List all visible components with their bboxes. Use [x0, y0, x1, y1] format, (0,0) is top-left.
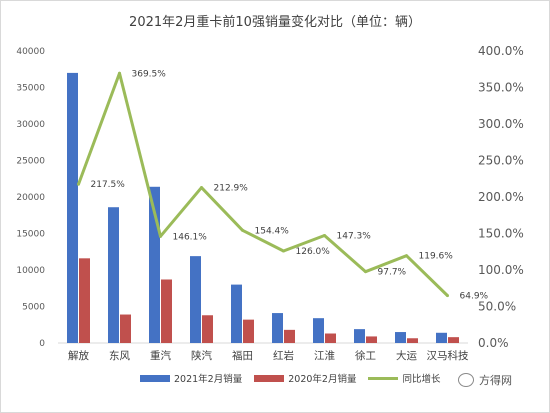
bar-2021 — [272, 313, 283, 343]
right-axis: 0.0% 50.0% 100.0% 150.0% 200.0% 250.0% 300.0% 3… — [478, 44, 524, 350]
x-tick-label: 重汽 — [150, 349, 171, 362]
bar-2020 — [161, 279, 172, 343]
legend-label-growth: 同比增长 — [402, 374, 441, 385]
y-right-tick-label: 50.0% — [478, 300, 516, 314]
category-labels: 解放 东风 重汽 陕汽 福田 红岩 江淮 徐工 大运 汉马科技 — [68, 349, 469, 362]
x-tick-label: 陕汽 — [191, 349, 212, 362]
growth-data-label: 154.4% — [255, 226, 290, 236]
growth-point — [364, 270, 367, 274]
y-left-tick-label: 30000 — [16, 120, 45, 130]
x-tick-label: 红岩 — [273, 349, 294, 362]
legend-item-2020: 2020年2月销量 — [254, 371, 356, 385]
growth-point — [241, 228, 244, 232]
bar-2021 — [395, 332, 406, 343]
bar-2021 — [149, 186, 160, 343]
growth-point — [405, 254, 408, 258]
bar-2020 — [366, 336, 377, 343]
x-tick-label: 东风 — [109, 349, 130, 362]
growth-line — [77, 71, 449, 297]
y-right-tick-label: 300.0% — [478, 117, 524, 131]
y-right-tick-label: 350.0% — [478, 81, 524, 95]
bar-2020 — [243, 319, 254, 343]
legend-swatch-2021 — [140, 374, 170, 382]
growth-point — [323, 233, 326, 237]
legend: 2021年2月销量 2020年2月销量 同比增长 — [140, 371, 452, 385]
x-tick-label: 徐工 — [355, 349, 376, 362]
growth-data-label: 97.7% — [378, 268, 407, 278]
y-left-tick-label: 25000 — [16, 157, 45, 167]
legend-label-2020: 2020年2月销量 — [288, 374, 357, 385]
y-right-tick-label: 0.0% — [478, 336, 509, 350]
y-left-tick-label: 15000 — [16, 230, 45, 240]
y-left-tick-label: 5000 — [22, 303, 45, 313]
legend-swatch-2020 — [254, 374, 285, 382]
y-left-tick-label: 40000 — [16, 47, 45, 57]
chart-title: 2021年2月重卡前10强销量变化对比（单位：辆） — [129, 15, 421, 30]
bar-2021 — [67, 72, 78, 344]
x-tick-label: 解放 — [68, 349, 89, 362]
legend-item-growth: 同比增长 — [368, 371, 440, 385]
y-right-tick-label: 150.0% — [478, 227, 524, 241]
x-tick-label: 福田 — [232, 349, 253, 362]
growth-data-label: 146.1% — [173, 232, 208, 242]
bar-2020 — [79, 258, 90, 343]
growth-point — [200, 186, 203, 190]
bar-2021 — [354, 329, 365, 343]
bar-2021 — [108, 207, 119, 343]
legend-item-2021: 2021年2月销量 — [140, 371, 242, 385]
growth-point — [446, 294, 449, 298]
x-tick-label: 大运 — [396, 349, 417, 362]
wechat-icon — [458, 373, 474, 387]
growth-point — [118, 71, 121, 75]
bar-2020 — [202, 315, 213, 343]
bar-2020 — [448, 337, 459, 343]
growth-data-label: 369.5% — [132, 69, 167, 79]
growth-line-series: 217.5% 369.5% 146.1% 212.9% 154.4% 126.0% 147.… — [77, 69, 489, 302]
bar-2021 — [313, 318, 324, 343]
watermark: 方得网 — [458, 372, 512, 388]
y-left-tick-label: 0 — [39, 339, 45, 349]
y-left-tick-label: 10000 — [16, 266, 45, 276]
growth-data-label: 119.6% — [419, 252, 454, 262]
x-tick-label: 江淮 — [314, 350, 335, 362]
watermark-text: 方得网 — [479, 374, 512, 387]
y-right-tick-label: 100.0% — [478, 263, 524, 277]
bar-2020 — [407, 338, 418, 343]
bar-2020 — [284, 329, 295, 343]
y-left-tick-label: 20000 — [16, 193, 45, 203]
bar-2021 — [231, 284, 242, 343]
legend-swatch-growth — [368, 376, 399, 380]
bar-2021 — [190, 256, 201, 343]
y-right-tick-label: 200.0% — [478, 190, 524, 204]
growth-data-label: 126.0% — [296, 247, 331, 257]
y-left-tick-label: 35000 — [16, 84, 45, 94]
y-right-tick-label: 250.0% — [478, 154, 524, 168]
bar-2021 — [436, 332, 447, 343]
growth-data-label: 64.9% — [460, 292, 489, 302]
growth-point — [159, 234, 162, 238]
growth-point — [77, 182, 80, 186]
bar-series — [67, 72, 459, 344]
legend-label-2021: 2021年2月销量 — [174, 374, 243, 385]
bar-2020 — [325, 333, 336, 343]
growth-data-label: 147.3% — [337, 231, 372, 241]
growth-data-label: 212.9% — [214, 184, 249, 194]
y-right-tick-label: 400.0% — [478, 44, 524, 58]
growth-point — [282, 249, 285, 253]
growth-data-label: 217.5% — [91, 180, 126, 190]
x-tick-label: 汉马科技 — [427, 349, 469, 362]
bar-2020 — [120, 314, 131, 343]
